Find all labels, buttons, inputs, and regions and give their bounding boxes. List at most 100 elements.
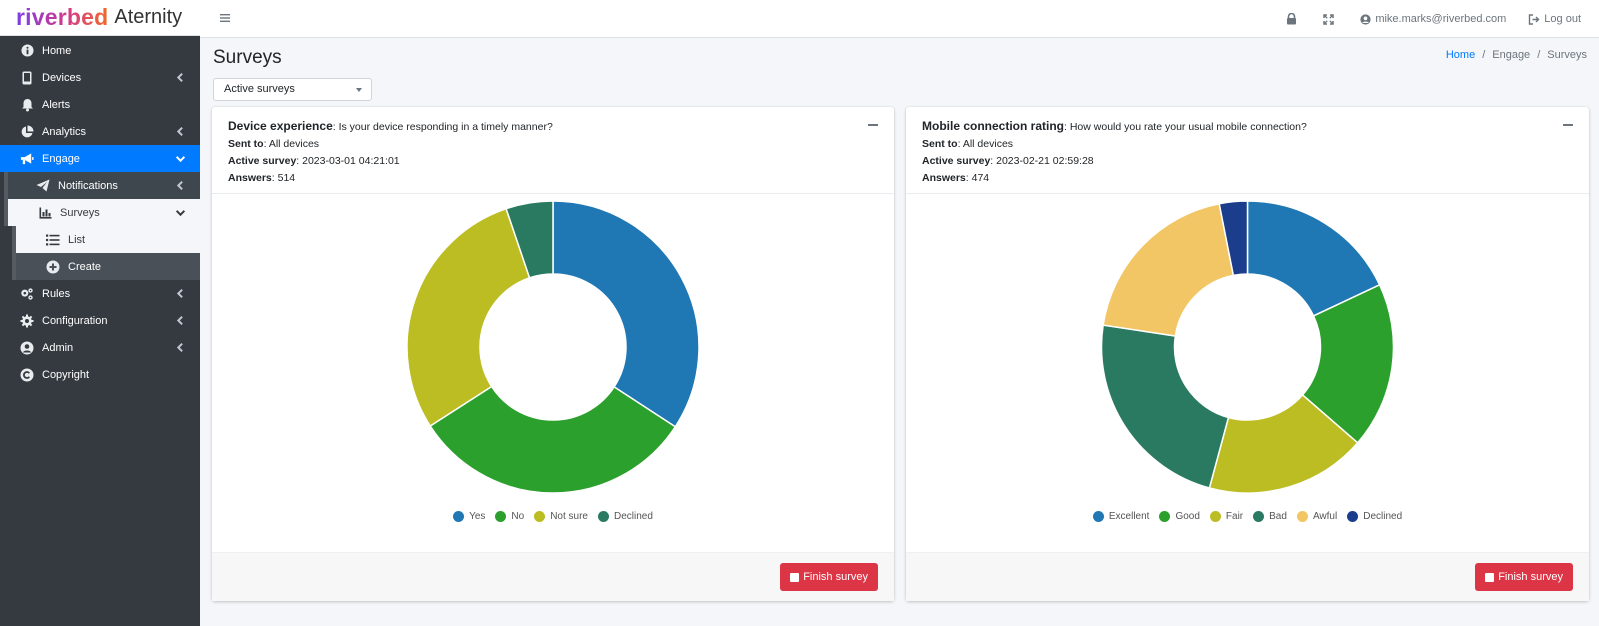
legend-label: No <box>511 511 525 522</box>
sidebar-item-label: Home <box>42 44 72 57</box>
active-survey-label: Active survey <box>228 155 297 167</box>
survey-card-mobile-connection: Mobile connection rating: How would you … <box>906 107 1589 601</box>
card-header: Device experience: Is your device respon… <box>212 107 894 194</box>
lock-icon <box>1287 13 1297 25</box>
breadcrumb: Home / Engage / Surveys <box>1446 49 1587 61</box>
copyright-icon <box>20 368 34 382</box>
finish-survey-button[interactable]: Finish survey <box>780 563 878 591</box>
logout-button[interactable]: Log out <box>1528 13 1581 25</box>
legend-label: Fair <box>1225 511 1244 522</box>
donut-chart <box>1100 200 1395 494</box>
sidebar-item-alerts[interactable]: Alerts <box>0 91 200 118</box>
sidebar-item-analytics[interactable]: Analytics <box>0 118 200 145</box>
chevron-left-icon <box>176 126 183 137</box>
sidebar-item-notifications[interactable]: Notifications <box>4 172 200 199</box>
sidebar-item-label: Alerts <box>42 98 71 111</box>
legend-swatch <box>1347 511 1359 522</box>
legend-item[interactable]: Not sure <box>534 511 588 522</box>
sidebar-item-surveys[interactable]: Surveys <box>4 199 200 226</box>
sidebar-item-label: Copyright <box>42 368 90 381</box>
legend-swatch <box>598 511 609 522</box>
legend-item[interactable]: Declined <box>1347 511 1402 522</box>
chevron-down-icon <box>175 210 186 217</box>
user-circle-icon <box>20 341 34 355</box>
finish-survey-button[interactable]: Finish survey <box>1475 563 1573 591</box>
chevron-down-icon <box>175 156 186 163</box>
donut-slice-not-sure[interactable] <box>406 207 531 428</box>
logout-label: Log out <box>1544 13 1581 25</box>
lock-button[interactable] <box>1286 13 1301 25</box>
legend-swatch <box>1092 511 1104 522</box>
card-footer: Finish survey <box>212 552 894 601</box>
legend-item[interactable]: Excellent <box>1092 511 1150 522</box>
sidebar-item-label: Engage <box>42 152 80 165</box>
collapse-card-button[interactable] <box>868 124 878 126</box>
legend-swatch <box>1296 511 1308 522</box>
chevron-left-icon <box>176 72 183 83</box>
donut-slice-excellent[interactable] <box>1246 200 1381 317</box>
sent-to-value: : All devices <box>263 138 320 150</box>
legend-label: Good <box>1175 511 1200 522</box>
donut-slice-no[interactable] <box>429 385 677 494</box>
sidebar-item-configuration[interactable]: Configuration <box>0 307 200 334</box>
legend-item[interactable]: Yes <box>453 511 485 522</box>
legend-item[interactable]: Awful <box>1296 511 1337 522</box>
sidebar-item-label: Configuration <box>42 314 108 327</box>
sidebar-item-list[interactable]: List <box>12 226 200 253</box>
hamburger-menu-icon[interactable] <box>219 12 231 24</box>
survey-filter-select[interactable]: Active surveys <box>213 78 372 101</box>
sidebar-item-devices[interactable]: Devices <box>0 64 200 91</box>
donut-slice-yes[interactable] <box>552 200 700 428</box>
donut-slice-bad[interactable] <box>1100 324 1230 489</box>
bar-chart-icon <box>38 206 52 220</box>
legend-item[interactable]: Good <box>1159 511 1200 522</box>
sidebar-item-label: Analytics <box>42 125 87 138</box>
survey-question: : How would you rate your usual mobile c… <box>1064 121 1307 133</box>
answers-value: : 474 <box>965 172 990 184</box>
breadcrumb-home[interactable]: Home <box>1445 49 1476 61</box>
donut-slice-fair[interactable] <box>1208 393 1359 494</box>
legend-swatch <box>1253 511 1265 522</box>
chart-legend: Excellent Good Fair Bad Awful Declined <box>906 511 1589 522</box>
survey-question: : Is your device responding in a timely … <box>332 121 553 133</box>
legend-item[interactable]: No <box>495 511 524 522</box>
sidebar-item-home[interactable]: Home <box>0 37 200 64</box>
legend-item[interactable]: Declined <box>598 511 653 522</box>
card-footer: Finish survey <box>906 552 1589 601</box>
mobile-icon <box>20 71 34 85</box>
donut-slice-awful[interactable] <box>1102 202 1235 337</box>
fullscreen-button[interactable] <box>1323 13 1338 25</box>
info-circle-icon <box>20 44 34 58</box>
sidebar: riverbed Aternity Home Devices Alerts An… <box>0 0 200 626</box>
donut-slice-declined[interactable] <box>1218 200 1249 277</box>
legend-item[interactable]: Bad <box>1253 511 1287 522</box>
expand-icon <box>1323 13 1335 25</box>
brand-name-aternity: Aternity <box>114 6 183 28</box>
donut-chart <box>406 200 700 494</box>
chart-area: Yes No Not sure Declined <box>212 194 894 552</box>
list-icon <box>46 233 60 247</box>
card-header: Mobile connection rating: How would you … <box>906 107 1589 194</box>
collapse-card-button[interactable] <box>1563 124 1573 126</box>
legend-item[interactable]: Fair <box>1209 511 1244 522</box>
user-menu[interactable]: mike.marks@riverbed.com <box>1360 13 1506 25</box>
sidebar-item-admin[interactable]: Admin <box>0 334 200 361</box>
stop-icon <box>1485 572 1495 582</box>
sent-to-value: : All devices <box>957 138 1014 150</box>
donut-slice-declined[interactable] <box>505 200 554 279</box>
finish-survey-label: Finish survey <box>803 571 868 583</box>
sidebar-item-create[interactable]: Create <box>12 253 200 280</box>
sidebar-item-copyright[interactable]: Copyright <box>0 361 200 388</box>
sidebar-item-rules[interactable]: Rules <box>0 280 200 307</box>
legend-label: Declined <box>614 511 653 522</box>
brand-logo[interactable]: riverbed Aternity <box>0 0 200 36</box>
breadcrumb-surveys: Surveys <box>1547 49 1587 61</box>
bell-icon <box>20 98 34 112</box>
donut-slice-good[interactable] <box>1301 283 1395 444</box>
sent-to-label: Sent to <box>922 138 958 150</box>
stop-icon <box>790 572 800 582</box>
active-survey-value: : 2023-02-21 02:59:28 <box>990 155 1094 167</box>
sidebar-item-engage[interactable]: Engage <box>0 145 200 172</box>
sidebar-item-label: Rules <box>42 287 71 300</box>
legend-label: Excellent <box>1108 511 1150 522</box>
